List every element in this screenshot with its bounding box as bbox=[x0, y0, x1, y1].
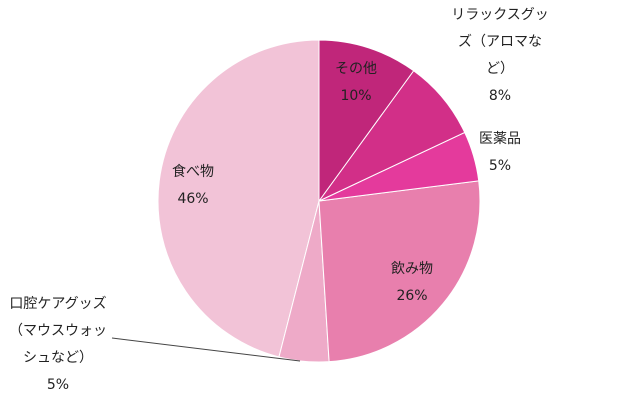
value-label: 5% bbox=[46, 377, 70, 393]
category-label: 医薬品 bbox=[479, 131, 521, 147]
slice-label: 口腔ケアグッズ（マウスウォッシュなど） 5% bbox=[6, 291, 110, 399]
slice-label: その他 10% bbox=[304, 56, 408, 110]
value-label: 8% bbox=[488, 88, 512, 104]
value-label: 46% bbox=[177, 191, 209, 207]
category-label: 食べ物 bbox=[172, 164, 214, 180]
value-label: 26% bbox=[396, 288, 428, 304]
category-label: 飲み物 bbox=[391, 261, 433, 277]
category-label: その他 bbox=[335, 61, 377, 77]
category-label: 口腔ケアグッズ（マウスウォッシュなど） bbox=[9, 296, 107, 366]
slice-label: 医薬品 5% bbox=[448, 126, 552, 180]
slice-label: 飲み物 26% bbox=[360, 256, 464, 310]
pie-slice bbox=[318, 180, 481, 363]
slice-label: 食べ物 46% bbox=[141, 159, 245, 213]
pie-slice bbox=[157, 39, 320, 358]
category-label: リラックスグッズ（アロマなど） bbox=[451, 7, 549, 77]
leader-line bbox=[111, 337, 301, 362]
slice-label: リラックスグッズ（アロマなど） 8% bbox=[448, 2, 552, 110]
value-label: 10% bbox=[340, 88, 372, 104]
pie-slice bbox=[318, 39, 415, 203]
value-label: 5% bbox=[488, 158, 512, 174]
